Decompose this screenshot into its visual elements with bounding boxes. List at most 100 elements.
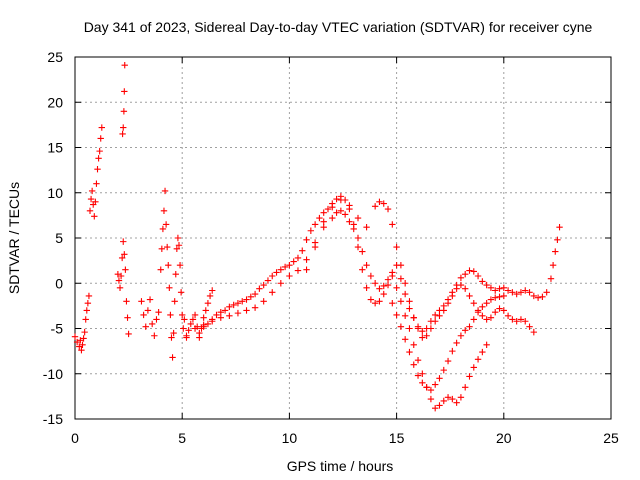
data-point [350,225,357,233]
data-point [376,285,383,292]
data-point [165,261,172,269]
data-point [427,395,435,403]
data-point [483,316,490,323]
data-point [140,311,147,319]
data-point [168,334,175,341]
x-tick-label: 10 [282,430,298,446]
data-point [243,307,250,314]
data-point [123,298,130,305]
data-point [466,373,473,380]
data-point [118,254,126,262]
x-tick-label: 25 [603,430,619,446]
data-point [121,88,128,95]
data-point [277,266,285,273]
data-point [286,261,293,269]
data-point [251,304,259,311]
data-point [346,218,353,225]
data-point [81,328,88,336]
data-point [146,296,154,303]
data-point [517,316,525,323]
data-point [462,327,469,334]
data-point [466,292,473,300]
data-point [436,402,443,409]
data-point [324,205,332,213]
data-point [239,298,246,305]
data-point [277,280,285,287]
data-point [384,205,392,213]
data-point [401,290,409,298]
data-point [273,269,280,276]
data-point [453,399,460,406]
data-point [554,236,561,244]
data-point [148,320,156,328]
data-point [449,292,456,300]
data-point [307,227,315,234]
data-point [419,328,426,335]
data-point [466,323,473,330]
data-point [333,195,340,203]
data-point [410,341,417,348]
data-point [175,242,183,249]
data-point [363,223,370,231]
data-point [260,281,267,289]
data-point [121,61,128,69]
data-point [504,287,512,294]
data-point [260,298,267,305]
data-point [539,293,546,301]
data-point [86,207,94,215]
data-point [77,337,84,344]
data-point [457,281,465,289]
data-point [453,339,460,347]
data-point [177,289,185,296]
data-point [91,213,98,220]
data-point [294,267,302,274]
data-point [151,332,158,339]
y-tick-label: 20 [47,94,63,110]
data-point [247,293,255,301]
data-point [337,196,345,204]
chart-title: Day 341 of 2023, Sidereal Day-to-day VTE… [84,19,593,35]
data-point [371,280,379,287]
data-point [492,294,499,301]
data-point [414,356,422,364]
data-point [397,275,405,282]
data-point [290,258,297,265]
data-point [479,348,486,356]
data-point [200,314,207,321]
data-point [341,211,349,218]
y-tick-label: 25 [47,49,63,65]
data-point [470,299,477,307]
data-point [397,261,405,269]
data-point [543,289,550,296]
data-point [513,290,520,298]
data-point [466,267,473,274]
data-point [114,271,122,278]
data-point [179,311,186,319]
y-tick-label: 10 [47,185,63,201]
data-point [549,261,557,269]
data-point [185,327,192,334]
data-points [71,61,563,412]
data-point [187,320,194,328]
data-point [522,318,529,325]
data-point [440,397,447,405]
data-point [483,299,490,307]
data-point [354,243,362,251]
data-point [556,223,563,231]
data-point [202,307,209,314]
data-point [269,289,276,296]
data-point [479,303,486,310]
data-point [120,108,128,115]
data-point [483,281,490,289]
data-point [299,247,306,254]
data-point [120,238,127,245]
data-point [457,274,465,282]
data-point [230,301,237,309]
data-point [73,338,81,346]
data-point [138,298,145,305]
data-point [496,285,503,292]
data-point [534,294,542,301]
data-point [234,299,242,307]
data-point [80,335,87,342]
data-point [449,395,456,403]
